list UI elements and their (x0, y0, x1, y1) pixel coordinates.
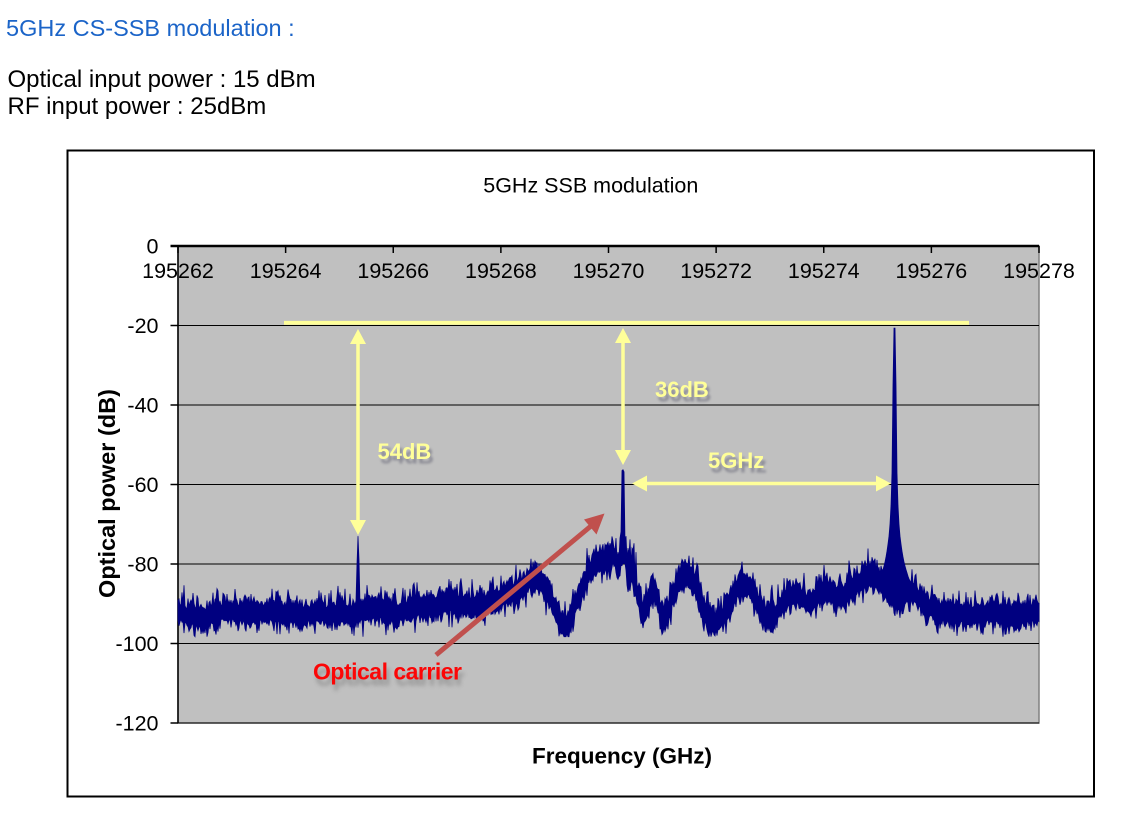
svg-text:Optical power (dB): Optical power (dB) (94, 389, 120, 598)
svg-text:195266: 195266 (357, 259, 429, 283)
svg-text:195268: 195268 (465, 259, 537, 283)
svg-text:195272: 195272 (680, 259, 752, 283)
svg-text:36dB: 36dB (655, 377, 709, 402)
svg-text:195264: 195264 (250, 259, 322, 283)
svg-text:0: 0 (147, 235, 159, 259)
svg-text:54dB: 54dB (380, 444, 434, 469)
svg-text:195274: 195274 (788, 259, 860, 283)
svg-text:54dB: 54dB (378, 439, 432, 464)
svg-text:Frequency (GHz): Frequency (GHz) (532, 744, 712, 769)
svg-text:36dB: 36dB (658, 382, 712, 407)
svg-text:-60: -60 (127, 473, 158, 497)
svg-text:195262: 195262 (142, 259, 214, 283)
svg-text:-40: -40 (127, 394, 158, 418)
svg-text:-80: -80 (127, 553, 158, 577)
svg-text:Optical carrier: Optical carrier (316, 665, 465, 691)
svg-text:-20: -20 (127, 314, 158, 338)
svg-text:195276: 195276 (896, 259, 968, 283)
svg-text:Optical carrier: Optical carrier (313, 659, 462, 685)
svg-text:5GHz: 5GHz (708, 448, 764, 473)
svg-text:5GHz SSB modulation: 5GHz SSB modulation (483, 174, 698, 198)
svg-text:5GHz: 5GHz (711, 453, 767, 478)
svg-text:-100: -100 (115, 632, 158, 656)
svg-text:-120: -120 (115, 712, 158, 736)
svg-text:195270: 195270 (573, 259, 645, 283)
svg-text:195278: 195278 (1003, 259, 1075, 283)
